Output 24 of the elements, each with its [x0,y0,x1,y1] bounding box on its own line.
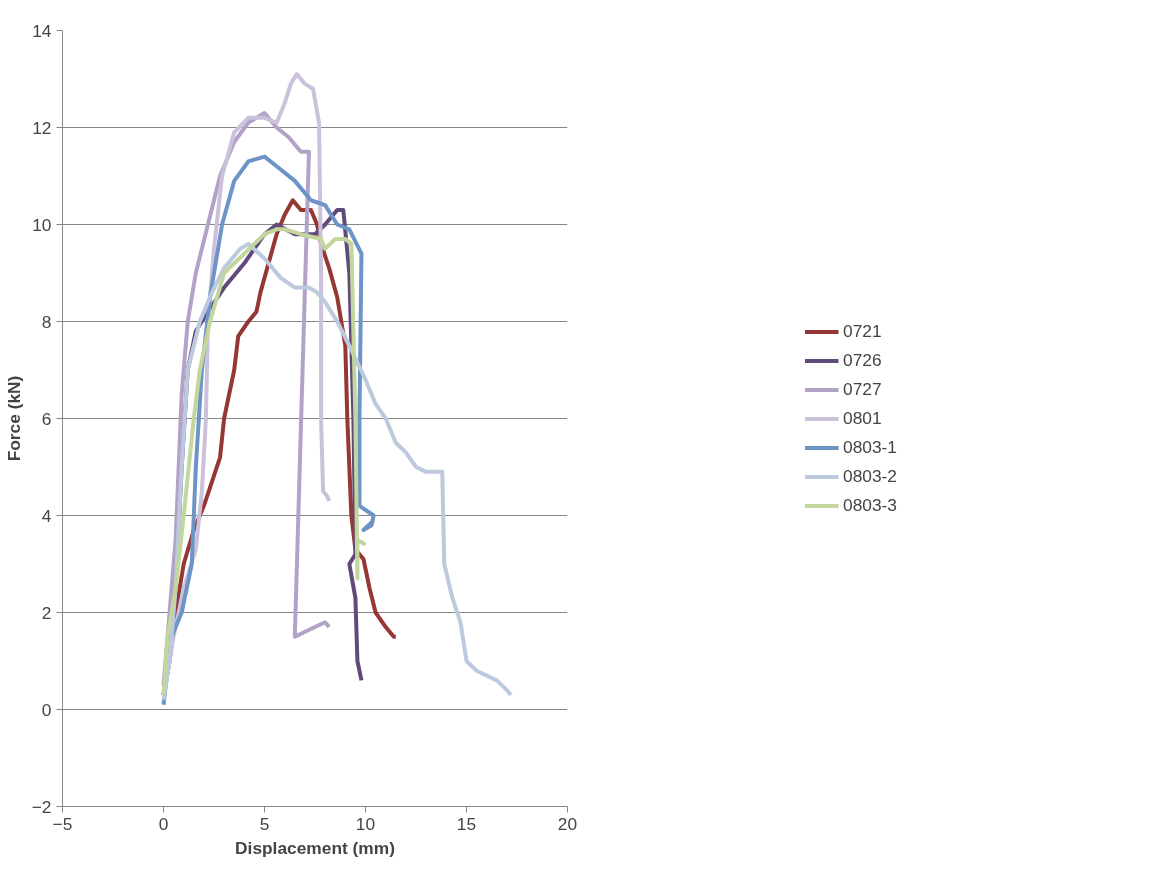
y-tick-label: 2 [41,602,52,623]
y-tick-label: 10 [32,214,52,235]
y-tick-label: 8 [41,311,52,332]
y-tick-label: 14 [32,20,52,41]
x-tick-label: 5 [259,813,270,834]
x-tick-label: 15 [456,813,477,834]
y-tick-label: −2 [31,796,52,817]
legend-label: 0726 [843,349,883,371]
legend-label: 0803-1 [843,436,898,458]
y-tick-label: 6 [41,408,52,429]
x-tick-label: 10 [355,813,376,834]
legend-label: 0721 [843,320,883,342]
legend-label: 0803-2 [843,465,898,487]
y-tick-label: 0 [41,699,52,720]
x-axis-title: Displacement (mm) [235,837,395,858]
legend-label: 0803-3 [843,494,898,516]
x-tick-label: 20 [557,813,578,834]
legend-label: 0801 [843,407,883,429]
legend-label: 0727 [843,378,883,400]
y-axis-title: Force (kN) [3,375,24,462]
y-tick-label: 4 [41,505,52,526]
y-tick-label: 12 [32,117,52,138]
x-tick-label: 0 [158,813,169,834]
x-tick-label: −5 [52,813,73,834]
